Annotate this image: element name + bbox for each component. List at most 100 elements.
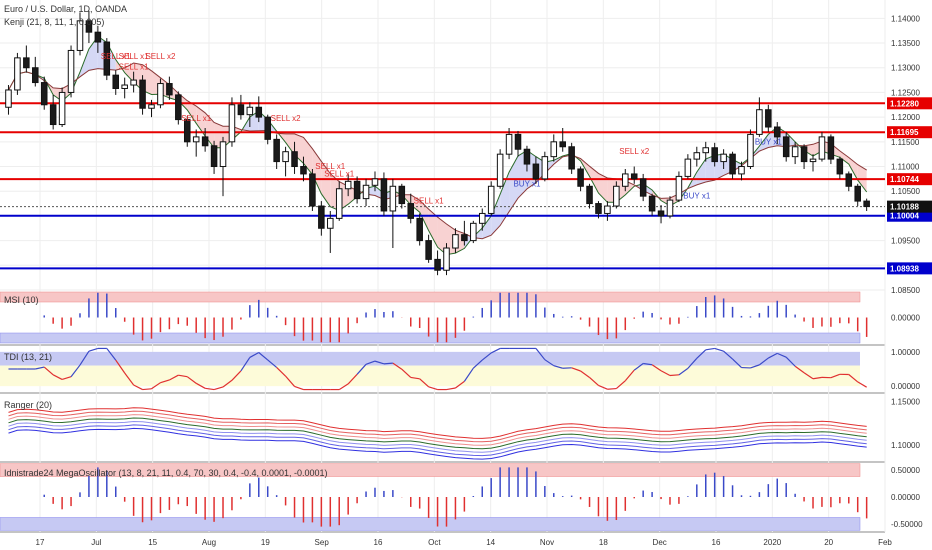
candle[interactable] [282,146,289,177]
candle[interactable] [675,171,683,203]
candle[interactable] [148,99,155,118]
candle[interactable] [666,196,674,219]
candle[interactable] [657,205,665,224]
candle[interactable] [702,141,710,162]
candle[interactable] [389,178,397,249]
sell-signal[interactable]: SELL x1 [119,52,149,61]
candle[interactable] [85,10,93,44]
candle[interactable] [237,94,245,120]
candle[interactable] [443,243,450,276]
candle[interactable] [192,129,200,157]
candle[interactable] [291,141,298,174]
candle[interactable] [14,52,21,95]
candle[interactable] [210,140,218,174]
candle[interactable] [94,25,102,53]
candle[interactable] [264,114,271,145]
candle[interactable] [648,193,656,216]
candle[interactable] [335,181,343,221]
candle[interactable] [121,77,128,99]
candle[interactable] [738,161,745,181]
candle[interactable] [130,71,137,93]
sell-signal[interactable]: SELL x1 [414,197,444,206]
candle[interactable] [255,96,263,123]
candle[interactable] [318,201,325,236]
candle[interactable] [532,156,540,184]
candle[interactable] [103,38,111,81]
candle[interactable] [613,181,620,209]
candle[interactable] [800,144,808,169]
candle[interactable] [67,45,75,98]
candle[interactable] [23,45,30,73]
candle[interactable] [756,97,763,137]
candle[interactable] [765,104,772,132]
candle[interactable] [273,134,280,169]
candle[interactable] [371,171,379,192]
candle[interactable] [380,172,388,216]
candle[interactable] [407,193,415,224]
candle[interactable] [809,154,817,172]
buy-signal[interactable]: BUY x1 [513,179,541,188]
candle[interactable] [711,142,718,167]
candle[interactable] [5,85,12,115]
candle[interactable] [568,142,575,174]
candle[interactable] [309,168,316,211]
candle[interactable] [362,178,370,207]
candle[interactable] [398,183,406,209]
candle[interactable] [112,70,120,95]
candle[interactable] [487,181,495,216]
sell-signal[interactable]: SELL x1 [324,169,354,178]
candle[interactable] [461,220,468,246]
candle[interactable] [541,151,549,182]
candle[interactable] [622,168,629,192]
candle[interactable] [782,131,790,162]
candle[interactable] [505,127,513,160]
candle[interactable] [827,134,835,165]
candle[interactable] [523,145,531,172]
candle[interactable] [863,198,870,211]
candle[interactable] [630,166,638,184]
candle[interactable] [76,12,84,56]
candle[interactable] [791,141,799,165]
candle[interactable] [747,129,754,169]
candle[interactable] [183,116,191,147]
candle[interactable] [434,250,441,276]
candle[interactable] [175,91,182,125]
candle[interactable] [550,134,558,162]
candle[interactable] [344,173,352,197]
candle[interactable] [201,127,209,152]
candle[interactable] [577,166,584,192]
candle[interactable] [496,149,504,189]
candle[interactable] [32,56,39,87]
candle[interactable] [58,87,66,128]
sell-signal[interactable]: SELL x1 [119,63,149,72]
candle[interactable] [40,76,48,110]
candle[interactable] [219,136,227,197]
candle[interactable] [470,220,477,244]
candle[interactable] [246,102,254,128]
candle[interactable] [720,149,727,169]
candle[interactable] [818,131,826,162]
candle[interactable] [514,130,522,157]
candle[interactable] [452,228,459,253]
candle[interactable] [425,234,432,263]
candle[interactable] [604,201,611,221]
candle[interactable] [327,210,334,253]
sell-signal[interactable]: SELL x2 [145,52,175,61]
candle[interactable] [416,213,423,246]
candle[interactable] [693,146,701,167]
candle[interactable] [854,183,861,207]
candle[interactable] [586,183,593,209]
candle[interactable] [773,122,781,145]
buy-signal[interactable]: BUY x1 [683,192,711,201]
candle[interactable] [729,151,736,179]
candle[interactable] [353,176,361,204]
candle[interactable] [49,94,57,130]
candle[interactable] [139,75,146,115]
sell-signal[interactable]: SELL x2 [271,114,301,123]
sell-signal[interactable]: SELL x1 [315,162,345,171]
candle[interactable] [684,154,692,179]
candle[interactable] [845,171,853,192]
candle[interactable] [157,78,164,109]
